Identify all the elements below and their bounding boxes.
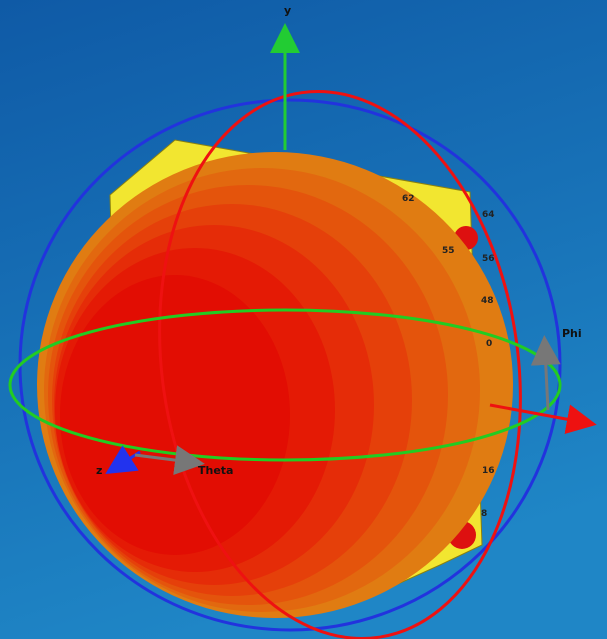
phi-circle	[158, 90, 522, 639]
x-axis-arrow	[489, 403, 597, 435]
board-label: 0	[486, 339, 492, 349]
axis-label: z	[96, 464, 102, 477]
phi-arrow	[530, 335, 561, 411]
board-label: 62	[402, 194, 415, 204]
board-label: 8	[481, 509, 487, 519]
axis-label: Phi	[562, 327, 582, 340]
axis-label: y	[284, 4, 291, 17]
theta-arrow	[134, 445, 205, 475]
radiation-pattern	[37, 152, 513, 618]
pattern-layer	[60, 275, 290, 555]
horizon-circle	[8, 308, 562, 462]
axis-label: Theta	[198, 464, 233, 477]
board-label: 48	[481, 296, 494, 306]
board-label: 55	[442, 246, 455, 256]
board-label: 64	[482, 210, 495, 220]
board-label: 16	[482, 466, 495, 476]
board-label: 56	[482, 254, 495, 264]
